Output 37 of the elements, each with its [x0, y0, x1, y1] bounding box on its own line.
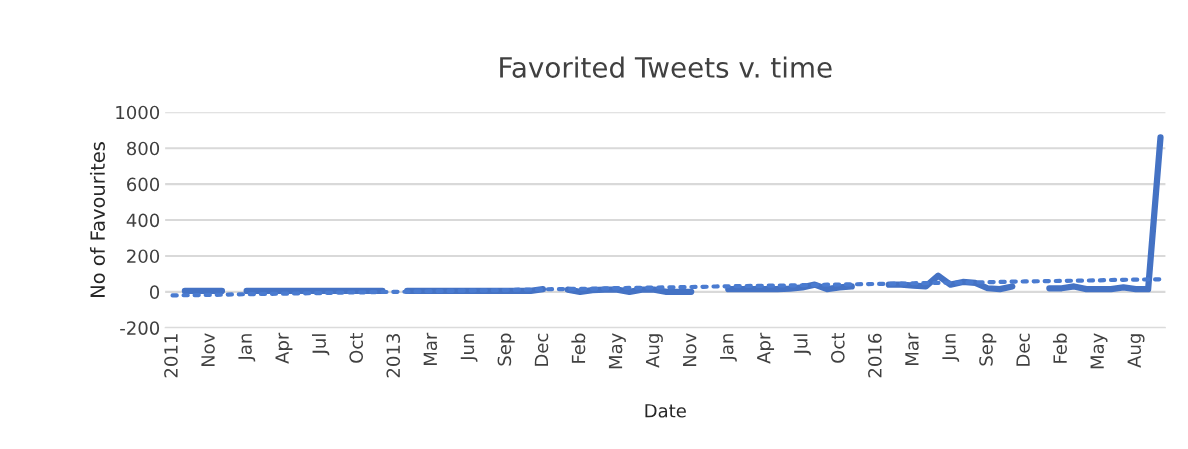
y-tick-label: 200: [127, 249, 160, 264]
y-tick-label: 400: [126, 213, 160, 228]
x-tick-label: Apr: [757, 332, 775, 364]
x-tick-label: Jul: [793, 334, 811, 356]
x-tick-label: Nov: [683, 333, 697, 367]
x-tick-label: Oct: [349, 333, 364, 363]
x-tick-label: Jul: [312, 334, 330, 356]
x-tick-label: Feb: [571, 333, 586, 363]
x-tick-label: Mar: [423, 332, 438, 365]
x-tick-label: 2013: [386, 334, 401, 378]
y-tick-label: 1000: [116, 105, 160, 120]
x-tick-label: Aug: [1127, 334, 1145, 368]
x-tick-label: 2016: [868, 333, 882, 378]
x-tick-label: Mar: [905, 332, 919, 365]
x-tick-label: Jan: [720, 334, 737, 362]
y-tick-label: 800: [127, 141, 160, 156]
x-tick-label: Dec: [534, 333, 549, 366]
x-axis-title: Date: [645, 404, 686, 418]
y-tick-label: 600: [127, 177, 160, 192]
x-tick-label: Dec: [1016, 333, 1030, 366]
chart-title: Favorited Tweets v. time: [500, 56, 832, 78]
x-tick-label: Sep: [979, 333, 997, 366]
x-tick-label: Jan: [238, 334, 256, 362]
x-tick-label: Sep: [497, 333, 515, 366]
y-axis-title: No of Favourites: [89, 142, 105, 297]
x-tick-label: Jun: [460, 334, 478, 362]
y-tick-label: 0: [149, 285, 160, 299]
x-tick-label: Nov: [201, 333, 215, 367]
x-tick-label: Jun: [942, 334, 960, 362]
x-tick-label: 2011: [164, 334, 178, 378]
y-tick-label: -200: [120, 321, 160, 335]
x-tick-label: May: [608, 333, 626, 369]
x-tick-label: Feb: [1052, 333, 1067, 363]
x-tick-label: Oct: [830, 333, 845, 363]
x-tick-label: Apr: [275, 332, 293, 364]
x-tick-label: Aug: [645, 334, 663, 368]
x-tick-label: May: [1090, 333, 1108, 369]
